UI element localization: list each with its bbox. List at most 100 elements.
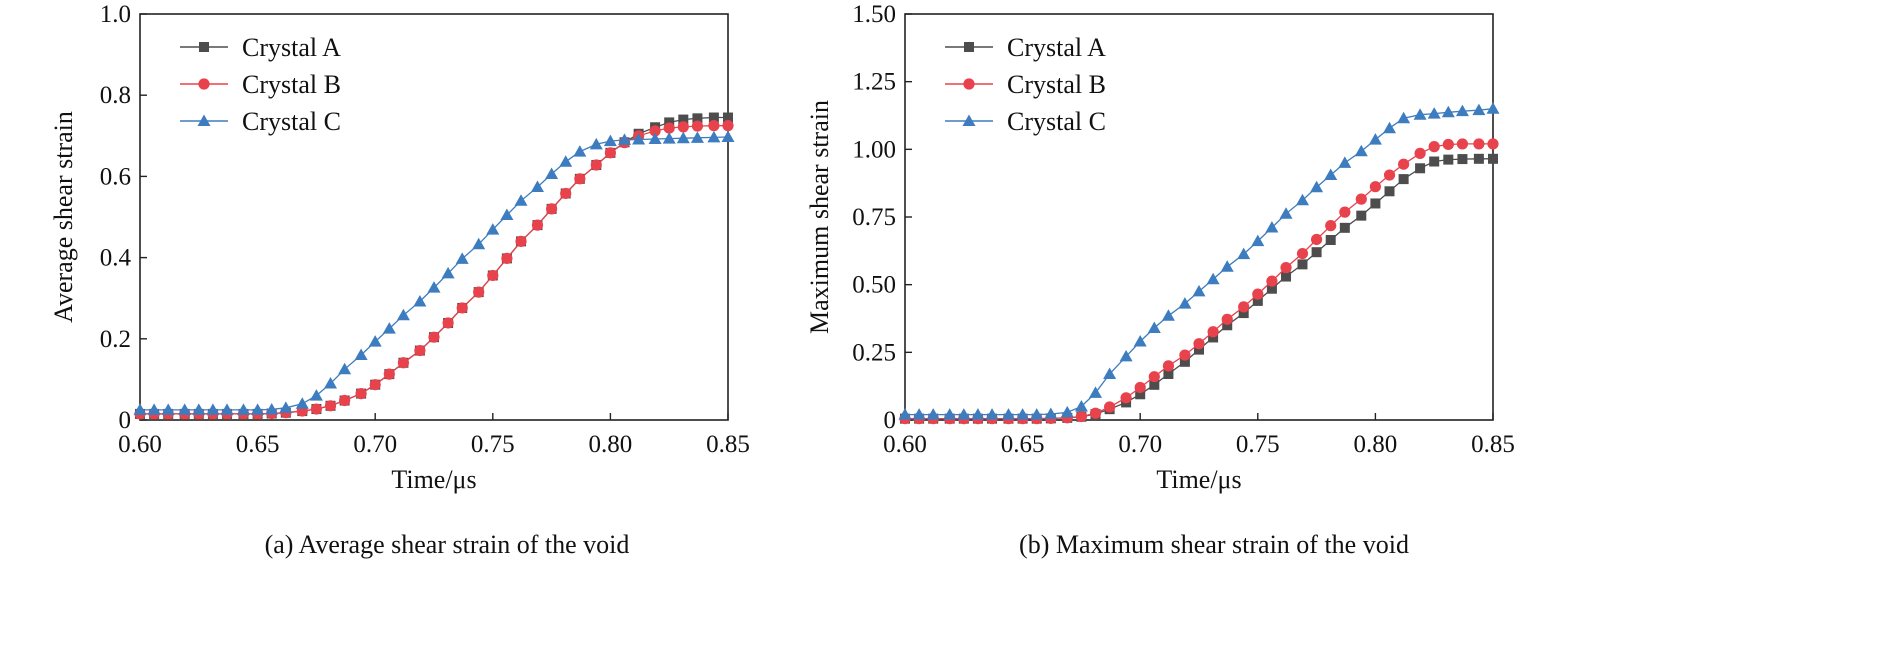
data-point-marker xyxy=(1222,320,1233,331)
data-point-marker xyxy=(691,120,704,132)
y-tick-label: 1.50 xyxy=(852,1,896,28)
x-tick-label: 0.85 xyxy=(1471,431,1515,458)
data-point-marker xyxy=(1443,154,1454,165)
data-point-marker xyxy=(1281,271,1292,282)
y-axis-label: Average shear strain xyxy=(49,111,78,323)
figure-caption: (a) Average shear strain of the void xyxy=(265,530,630,559)
figure-caption: (b) Maximum shear strain of the void xyxy=(1019,530,1409,559)
data-point-marker xyxy=(1194,344,1204,355)
data-point-marker xyxy=(1455,104,1469,117)
data-point-marker xyxy=(632,132,646,145)
x-axis-label: Time/μs xyxy=(391,465,476,494)
data-point-marker xyxy=(1221,313,1233,325)
data-point-marker xyxy=(943,408,957,420)
data-point-marker xyxy=(708,112,719,123)
data-point-marker xyxy=(1369,181,1381,193)
data-point-marker xyxy=(1266,283,1277,294)
data-point-marker xyxy=(1368,133,1382,145)
data-point-marker xyxy=(501,252,513,265)
data-point-marker xyxy=(574,173,586,185)
data-point-marker xyxy=(147,403,161,415)
y-tick-label: 0.2 xyxy=(100,326,131,353)
data-point-marker xyxy=(573,145,587,157)
series-line xyxy=(140,136,729,411)
data-point-marker xyxy=(663,122,675,134)
data-point-marker xyxy=(265,402,279,415)
data-point-marker xyxy=(1162,360,1175,372)
data-point-marker xyxy=(279,401,293,413)
data-point-marker xyxy=(1398,174,1409,185)
data-point-marker xyxy=(500,208,514,220)
data-point-marker xyxy=(441,266,455,279)
data-point-marker xyxy=(1338,156,1352,168)
data-point-marker xyxy=(1030,408,1044,420)
data-point-marker xyxy=(1296,247,1309,260)
data-point-marker xyxy=(178,403,192,415)
legend-label: Crystal C xyxy=(242,107,341,136)
x-tick-label: 0.60 xyxy=(118,431,162,458)
data-point-marker xyxy=(382,322,396,334)
data-point-marker xyxy=(1089,407,1102,419)
y-tick-label: 1.00 xyxy=(852,136,896,163)
data-point-marker xyxy=(413,294,427,307)
data-point-marker xyxy=(414,344,426,357)
data-point-marker xyxy=(515,235,527,247)
series-line xyxy=(140,116,728,415)
series-crystal-b xyxy=(134,120,734,420)
data-point-marker xyxy=(545,167,559,179)
data-point-marker xyxy=(133,403,147,415)
data-point-marker xyxy=(1119,349,1133,362)
data-point-marker xyxy=(514,194,528,206)
data-point-marker xyxy=(898,408,912,420)
legend-marker xyxy=(199,42,209,52)
legend-item: Crystal B xyxy=(945,70,1106,99)
series-crystal-c xyxy=(133,130,735,415)
series-crystal-a xyxy=(135,112,733,419)
data-point-marker xyxy=(1178,297,1192,309)
data-point-marker xyxy=(472,237,486,250)
legend-label: Crystal C xyxy=(1007,107,1106,136)
data-point-marker xyxy=(1354,144,1368,157)
data-point-marker xyxy=(926,408,940,420)
legend-label: Crystal A xyxy=(242,33,341,62)
data-point-marker xyxy=(676,131,690,144)
data-point-marker xyxy=(1135,389,1146,400)
x-tick-label: 0.60 xyxy=(883,431,927,458)
data-point-marker xyxy=(590,159,602,171)
data-point-marker xyxy=(1206,272,1220,285)
data-point-marker xyxy=(985,408,999,420)
data-point-marker xyxy=(369,379,381,391)
data-point-marker xyxy=(1238,301,1250,313)
data-point-marker xyxy=(1133,335,1147,347)
data-point-marker xyxy=(1487,138,1499,150)
data-point-marker xyxy=(604,147,617,159)
data-point-marker xyxy=(603,134,617,147)
data-point-marker xyxy=(690,131,704,143)
y-axis-label: Maximum shear strain xyxy=(805,100,834,334)
data-point-marker xyxy=(722,120,734,132)
data-point-marker xyxy=(723,112,733,123)
data-point-marker xyxy=(530,180,544,192)
legend-marker xyxy=(197,114,211,126)
data-point-marker xyxy=(338,362,352,375)
data-point-marker xyxy=(1265,221,1279,233)
data-point-marker xyxy=(1266,275,1278,287)
data-point-marker xyxy=(1089,386,1103,398)
y-tick-label: 0.25 xyxy=(852,339,896,366)
data-point-marker xyxy=(1473,138,1485,150)
data-point-marker xyxy=(1311,247,1322,258)
series-crystal-c xyxy=(898,102,1500,420)
data-point-marker xyxy=(546,203,558,215)
data-point-marker xyxy=(383,368,395,380)
data-point-marker xyxy=(648,132,662,145)
data-point-marker xyxy=(1339,206,1351,218)
data-point-marker xyxy=(1339,222,1350,233)
x-tick-label: 0.70 xyxy=(353,431,397,458)
y-tick-label: 0.8 xyxy=(100,82,131,109)
legend-item: Crystal C xyxy=(945,107,1106,136)
data-point-marker xyxy=(1384,186,1395,197)
data-point-marker xyxy=(427,281,441,293)
data-point-marker xyxy=(1356,210,1367,221)
data-point-marker xyxy=(692,113,703,124)
